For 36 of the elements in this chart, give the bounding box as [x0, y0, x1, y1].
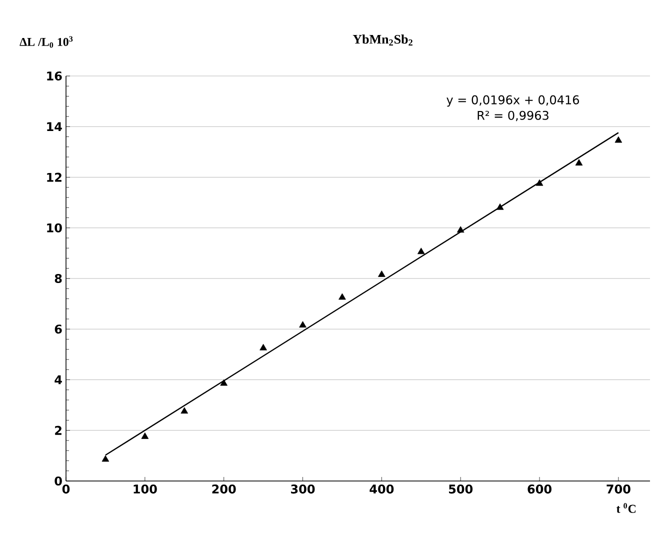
point: [102, 455, 110, 462]
point: [180, 407, 188, 414]
point: [575, 159, 583, 166]
x-tick-label: 400: [370, 484, 394, 494]
point: [456, 226, 464, 233]
point: [299, 321, 306, 328]
annotation: y = 0,0196x + 0,0416: [446, 95, 580, 107]
point: [141, 432, 149, 439]
x-tick-label: 0: [62, 484, 70, 494]
point: [614, 136, 622, 143]
point: [417, 248, 425, 254]
point: [496, 203, 504, 210]
point: [220, 379, 228, 386]
y-tick-label: 12: [47, 172, 62, 182]
x-tick-label: 200: [212, 484, 236, 494]
text: ΔL /L$_{0}$ 10$^{3}$: [20, 36, 73, 48]
point: [260, 344, 267, 350]
x-tick-label: 100: [134, 484, 157, 494]
x-tick-label: 300: [291, 484, 315, 494]
y-tick-label: 14: [47, 122, 62, 131]
x-tick-label: 500: [449, 484, 473, 494]
text: t $^{0}$C: [616, 503, 636, 513]
y-tick-label: 10: [47, 223, 62, 232]
chart-title: YbMn$_{2}$Sb$_{2}$: [352, 34, 412, 46]
y-tick-label: 8: [54, 274, 62, 284]
annotation: R² = 0,9963: [478, 110, 548, 122]
y-tick-label: 16: [47, 71, 62, 81]
y-tick-label: 6: [54, 324, 62, 334]
point: [338, 293, 346, 300]
y-tick-label: 0: [54, 476, 62, 486]
point: [378, 270, 386, 277]
x-tick-label: 600: [528, 484, 552, 494]
x-tick-label: 700: [606, 484, 630, 494]
y-tick-label: 4: [54, 375, 62, 384]
y-tick-label: 2: [55, 426, 62, 435]
point: [536, 179, 544, 186]
